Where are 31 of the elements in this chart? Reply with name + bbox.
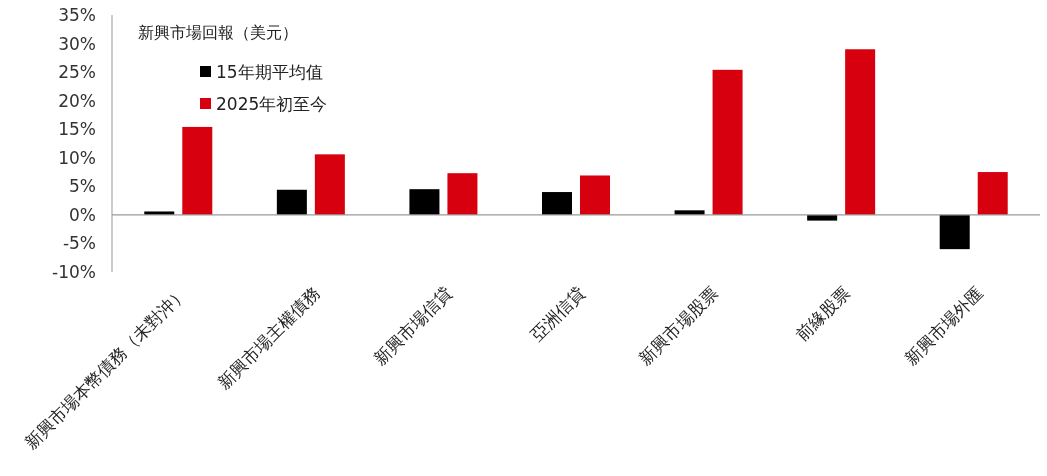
legend-label: 15年期平均值 xyxy=(216,62,323,82)
x-tick-label: 新興市場外匯 xyxy=(900,282,987,369)
y-tick-label: 10% xyxy=(58,147,96,168)
x-tick-label: 新興市場主權債務 xyxy=(213,282,324,393)
bar xyxy=(182,126,213,215)
y-tick-label: 35% xyxy=(58,5,96,25)
bar xyxy=(939,214,970,250)
bar xyxy=(409,189,440,215)
bar xyxy=(276,189,307,215)
y-tick-label: -10% xyxy=(52,262,96,282)
bar xyxy=(977,172,1008,215)
bar xyxy=(580,175,610,215)
x-tick-label: 亞洲信貸 xyxy=(526,282,589,345)
x-tick-label: 新興市場本幣債務（未對沖） xyxy=(20,282,192,454)
x-tick-label: 新興市場信貸 xyxy=(369,282,457,369)
y-tick-label: 5% xyxy=(69,176,96,197)
bar xyxy=(314,154,345,215)
bar xyxy=(845,49,876,215)
y-tick-label: 15% xyxy=(58,119,96,140)
y-tick-label: 30% xyxy=(58,33,96,54)
y-tick-label: 20% xyxy=(58,90,96,111)
y-tick-label: 25% xyxy=(58,62,96,83)
x-tick-label: 新興市場股票 xyxy=(635,282,722,369)
x-tick-label: 前緣股票 xyxy=(791,282,854,345)
bar xyxy=(542,192,572,215)
bar xyxy=(447,173,478,215)
legend-label: 2025年初至今 xyxy=(216,94,328,114)
y-tick-label: 0% xyxy=(69,204,96,225)
text: 新興市場回報（美元） xyxy=(138,23,298,42)
y-tick-label: -5% xyxy=(62,233,96,254)
bar xyxy=(712,69,743,215)
